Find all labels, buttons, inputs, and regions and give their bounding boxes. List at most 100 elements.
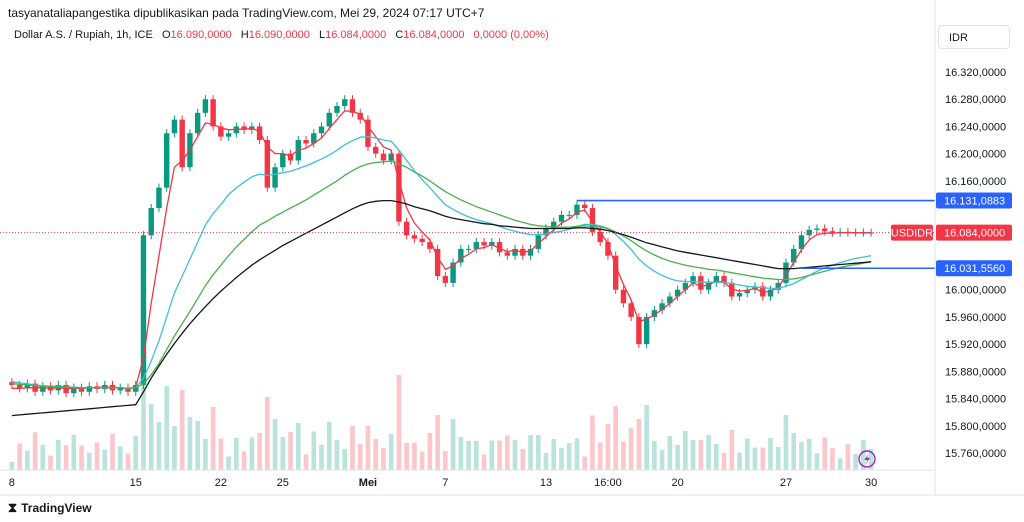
candle-body bbox=[411, 235, 418, 239]
ohlc-open-key: O bbox=[161, 29, 171, 41]
candle-body bbox=[551, 221, 557, 229]
volume-bar bbox=[350, 426, 355, 470]
volume-bar bbox=[783, 415, 789, 470]
volume-bar bbox=[427, 433, 433, 470]
candle-body bbox=[396, 153, 402, 222]
candle-body bbox=[256, 126, 263, 141]
price-tags: 16.131,0883 USDIDR 16.084,0000 16.031,5560 bbox=[891, 192, 1012, 277]
y-tick-label: 15.920,0000 bbox=[945, 339, 1006, 351]
volume-bar bbox=[760, 447, 766, 470]
volume-bar bbox=[675, 445, 680, 470]
volume-bar bbox=[791, 433, 797, 470]
volume-bar bbox=[559, 448, 564, 470]
x-tick-label: 20 bbox=[671, 477, 683, 489]
candle-body bbox=[171, 119, 178, 134]
volume-bar bbox=[636, 419, 642, 470]
volume-bar bbox=[574, 438, 580, 470]
volume-bar bbox=[187, 417, 193, 470]
currency-button[interactable]: IDR bbox=[938, 25, 1010, 49]
candle-body bbox=[365, 119, 371, 147]
volume-bar bbox=[597, 442, 603, 470]
candle-body bbox=[628, 303, 634, 317]
moving-averages bbox=[0, 110, 935, 417]
volume-bar bbox=[690, 440, 696, 470]
candle-body bbox=[264, 140, 271, 188]
candle-body bbox=[736, 293, 743, 297]
candle-body bbox=[651, 310, 658, 317]
tradingview-logo-icon: ⧗ bbox=[8, 500, 18, 515]
candle-body bbox=[280, 153, 286, 168]
tradingview-logo[interactable]: ⧗ TradingView bbox=[8, 500, 92, 516]
volume-bar bbox=[86, 452, 92, 470]
ohlc-open-value: 16.090,0000 bbox=[170, 29, 232, 41]
volume-bar bbox=[32, 432, 38, 470]
volume-bar bbox=[768, 438, 773, 470]
x-tick-label: 16:00 bbox=[594, 477, 622, 489]
horizontal-lines bbox=[576, 199, 935, 270]
volume-bar bbox=[288, 432, 293, 470]
volume-bar bbox=[644, 405, 649, 470]
volume-bar bbox=[17, 443, 22, 470]
volume-bar bbox=[729, 430, 735, 470]
volume-bar bbox=[241, 451, 247, 470]
volume-bar bbox=[450, 419, 456, 470]
ohlc-close-key: C bbox=[395, 29, 404, 41]
candle-body bbox=[148, 208, 154, 236]
x-tick-label: 7 bbox=[442, 477, 448, 489]
candle-body bbox=[868, 232, 874, 234]
candle-body bbox=[744, 289, 750, 294]
volume-bar bbox=[775, 447, 781, 470]
x-tick-label: Mei bbox=[359, 477, 377, 489]
candle-body bbox=[574, 204, 580, 215]
volume-bar bbox=[388, 434, 394, 470]
candle-body bbox=[210, 99, 216, 127]
candle-body bbox=[643, 316, 650, 345]
candle-body bbox=[582, 204, 588, 209]
candle-body bbox=[806, 229, 812, 236]
candle-body bbox=[380, 153, 387, 161]
x-tick-label: 13 bbox=[540, 477, 552, 489]
volume-bar bbox=[605, 424, 611, 470]
candle-body bbox=[527, 248, 534, 256]
ohlc-high-key: H bbox=[240, 29, 249, 41]
volume-bar bbox=[667, 436, 673, 470]
volume-bar bbox=[706, 435, 711, 470]
volume-bar bbox=[357, 444, 363, 470]
candles bbox=[9, 95, 874, 398]
volume-bar bbox=[396, 375, 402, 470]
y-tick-label: 16.160,0000 bbox=[945, 176, 1006, 188]
volume-bar bbox=[659, 450, 665, 470]
volume-bar bbox=[342, 449, 348, 470]
flash-icon[interactable] bbox=[858, 450, 876, 468]
volume-bar bbox=[311, 431, 317, 470]
volume-bar bbox=[566, 443, 572, 470]
x-tick-label: 25 bbox=[277, 477, 289, 489]
price-tag-value: 16.131,0883 bbox=[944, 196, 1005, 208]
candle-body bbox=[605, 242, 611, 256]
volume-bar bbox=[551, 439, 557, 470]
volume-bars bbox=[9, 375, 874, 470]
volume-bar bbox=[373, 439, 379, 470]
ma-line bbox=[11, 160, 872, 390]
volume-bar bbox=[257, 433, 262, 470]
volume-bar bbox=[504, 435, 510, 470]
candle-body bbox=[458, 248, 464, 263]
volume-bar bbox=[830, 448, 835, 470]
volume-bar bbox=[737, 452, 742, 470]
candle-body bbox=[117, 387, 123, 391]
volume-bar bbox=[303, 454, 309, 470]
candle-body bbox=[71, 387, 77, 394]
volume-bar bbox=[71, 434, 77, 470]
volume-bar bbox=[837, 458, 843, 470]
volume-bar bbox=[868, 449, 874, 470]
candle-body bbox=[535, 235, 541, 249]
volume-bar bbox=[582, 456, 588, 470]
candle-body bbox=[821, 228, 828, 232]
price-change: 0,0000 (0,00%) bbox=[473, 29, 549, 41]
candle-body bbox=[589, 208, 596, 232]
candle-body bbox=[767, 289, 774, 297]
volume-bar bbox=[94, 442, 100, 470]
candle-body bbox=[303, 140, 309, 144]
candle-body bbox=[427, 242, 433, 249]
